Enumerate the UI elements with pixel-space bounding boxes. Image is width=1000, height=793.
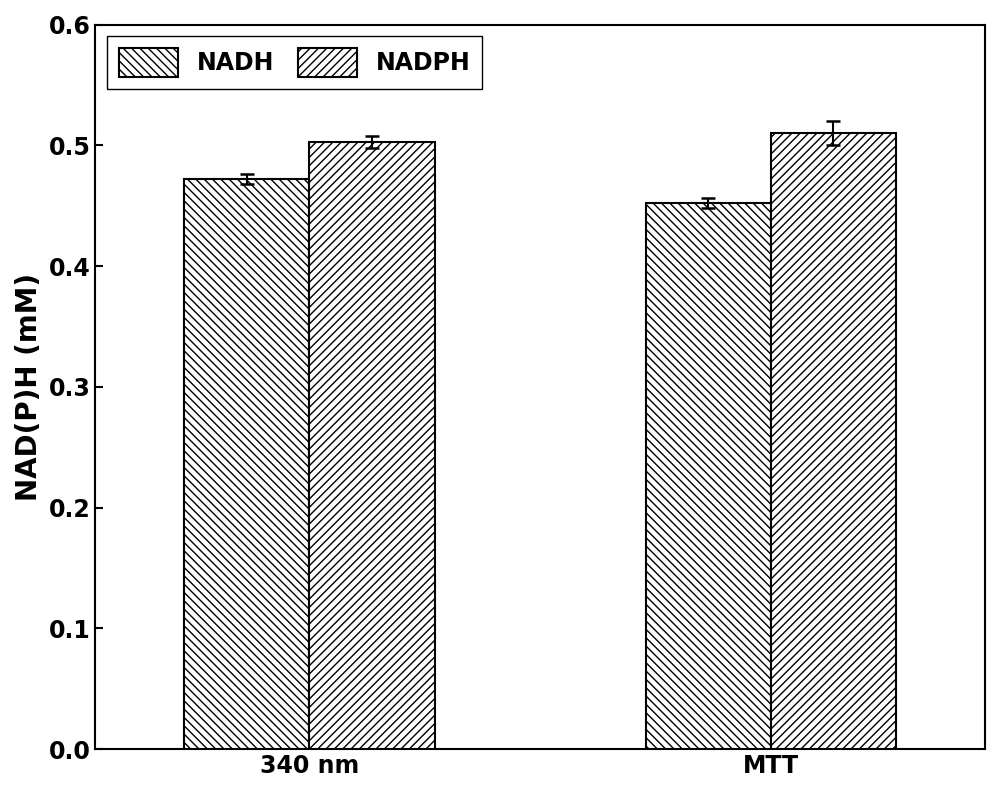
Bar [646,203,771,749]
Bar [771,133,896,749]
Y-axis label: NAD(P)H (mM): NAD(P)H (mM) [15,273,43,501]
Bar [309,142,435,749]
Legend: NADH, NADPH: NADH, NADPH [107,36,482,89]
Bar [184,179,309,749]
